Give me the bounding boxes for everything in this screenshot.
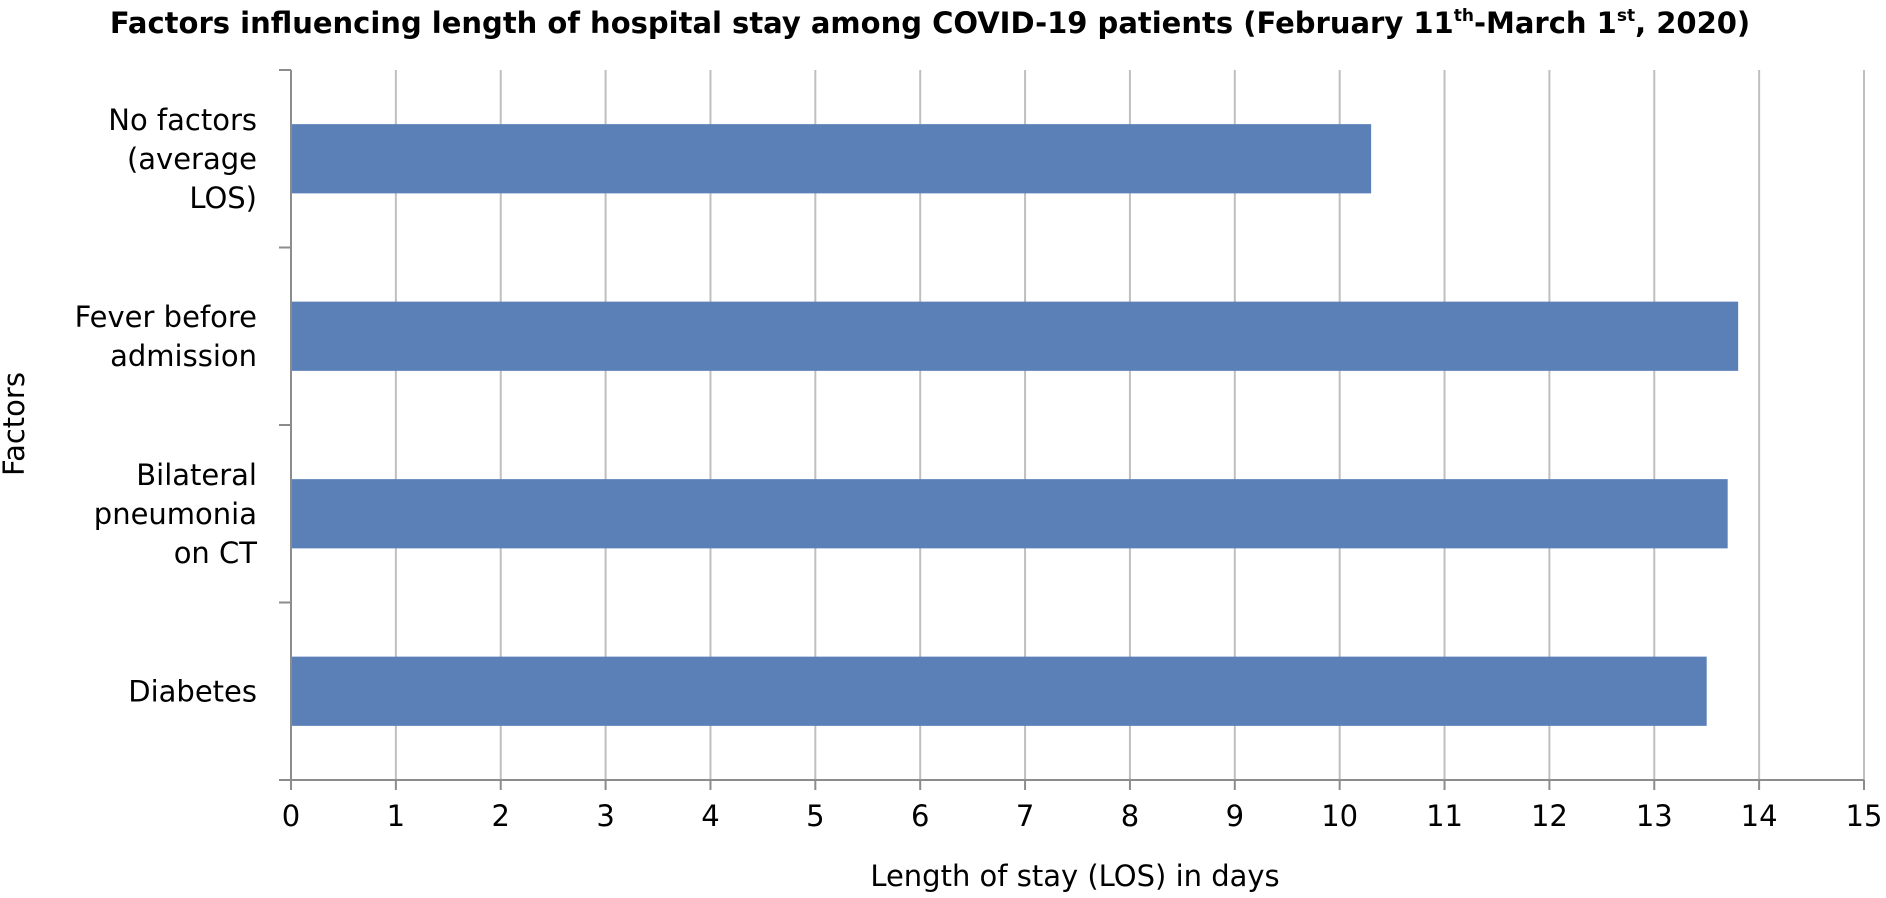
x-tick-label: 14 [1741, 799, 1778, 833]
x-tick-label: 0 [282, 799, 300, 833]
y-axis-label: Factors [0, 372, 31, 476]
x-tick-label: 15 [1846, 799, 1883, 833]
x-tick-labels: 0 1 2 3 4 5 6 7 8 9 10 11 12 13 14 15 [282, 799, 1883, 833]
bar-0 [291, 124, 1372, 194]
x-axis-label: Length of stay (LOS) in days [870, 859, 1279, 893]
x-tick-label: 13 [1636, 799, 1673, 833]
category-label-0: No factors (average LOS) [108, 103, 257, 215]
x-tick-label: 1 [387, 799, 405, 833]
category-label-line: LOS) [189, 181, 257, 215]
bar-3 [291, 656, 1707, 726]
bars [291, 124, 1739, 726]
x-tick-label: 11 [1426, 799, 1463, 833]
bar-2 [291, 479, 1728, 549]
x-tick-label: 8 [1121, 799, 1139, 833]
x-tick-label: 3 [596, 799, 614, 833]
x-tick-label: 2 [492, 799, 510, 833]
axes [279, 69, 1865, 790]
x-tick-label: 6 [911, 799, 929, 833]
category-label-2: Bilateral pneumonia on CT [94, 458, 257, 570]
category-label-line: pneumonia [94, 497, 257, 531]
chart-title: Factors influencing length of hospital s… [110, 6, 1750, 40]
bar-1 [291, 301, 1739, 371]
category-label-3: Diabetes [128, 674, 257, 708]
category-labels: No factors (average LOS) Fever before admiss… [75, 103, 258, 709]
category-label-line: admission [110, 339, 257, 373]
category-label-line: Fever before [75, 300, 257, 334]
x-tick-label: 5 [806, 799, 824, 833]
category-label-line: No factors [108, 103, 257, 137]
x-tick-label: 12 [1531, 799, 1568, 833]
category-label-line: on CT [174, 536, 258, 570]
category-label-1: Fever before admission [75, 300, 257, 373]
category-label-line: Diabetes [128, 674, 257, 708]
category-label-line: (average [127, 142, 257, 176]
x-tick-label: 7 [1016, 799, 1034, 833]
category-label-line: Bilateral [136, 458, 257, 492]
x-tick-label: 10 [1321, 799, 1358, 833]
x-tick-label: 4 [701, 799, 719, 833]
x-tick-label: 9 [1226, 799, 1244, 833]
